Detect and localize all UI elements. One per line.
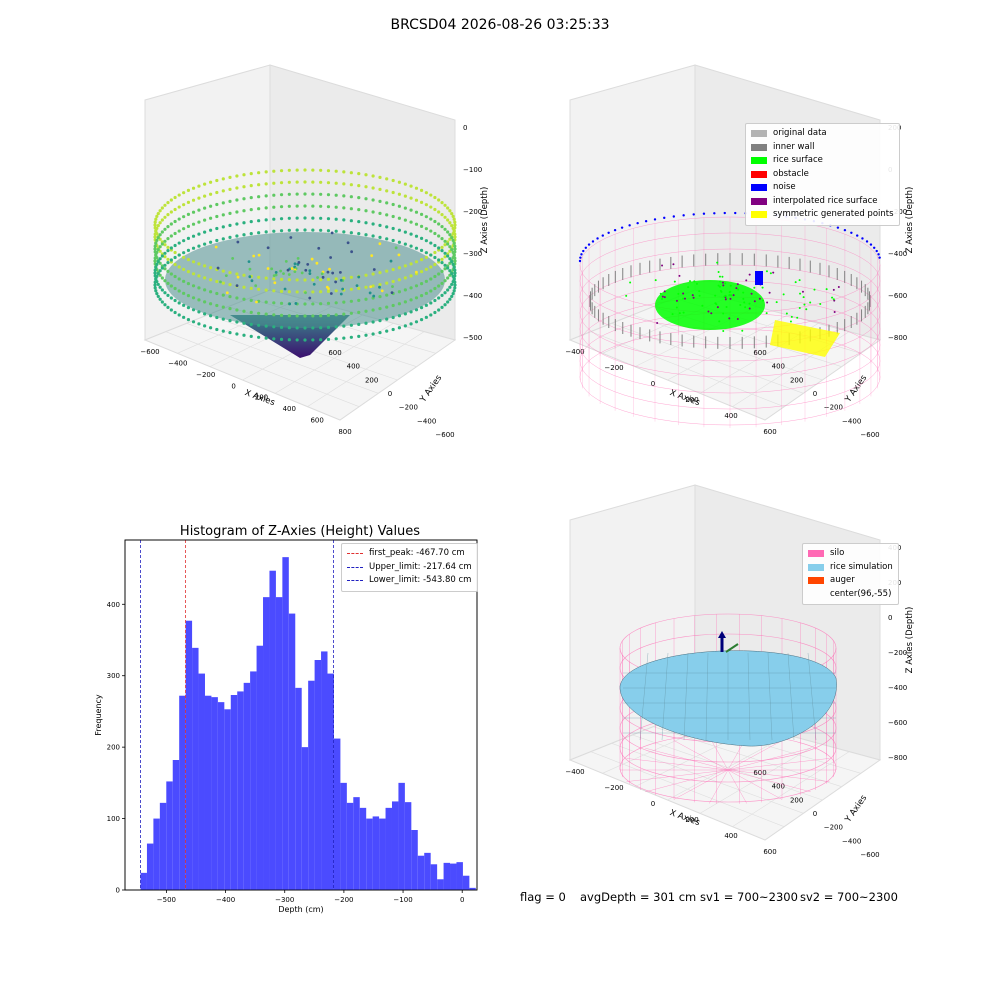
footer-sv2: sv2 = 700~2300: [800, 890, 898, 904]
histogram-bar: [308, 681, 314, 890]
histogram-bar: [340, 783, 346, 890]
histogram-y-label: Frequency: [94, 694, 103, 736]
histogram-legend-label: Upper_limit: -217.64 cm: [369, 561, 472, 575]
histogram-bar: [450, 864, 456, 890]
histogram-bar: [379, 819, 385, 890]
histogram-x-tick-label: −400: [216, 896, 235, 904]
histogram-bar: [173, 760, 179, 890]
histogram-bar: [179, 696, 185, 890]
histogram-legend-item: Lower_limit: -543.80 cm: [347, 574, 472, 588]
histogram-bar: [237, 691, 243, 890]
histogram-legend-line: [347, 553, 363, 554]
histogram-y-tick-label: 300: [107, 672, 120, 680]
histogram-bar: [166, 781, 172, 890]
panel4-legend: silo rice simulation auger center(96,-55): [802, 543, 899, 605]
histogram-y-tick-label: 200: [107, 744, 120, 752]
histogram-y-tick-label: 100: [107, 815, 120, 823]
footer-sv1: sv1 = 700~2300: [700, 890, 798, 904]
histogram-bar: [456, 862, 462, 890]
histogram-bar: [437, 879, 443, 890]
histogram-y-tick-label: 0: [116, 887, 120, 895]
histogram-bar: [257, 646, 263, 890]
histogram-bar: [373, 816, 379, 890]
histogram-bar: [153, 819, 159, 890]
histogram-bar: [289, 614, 295, 890]
histogram-legend-line: [347, 580, 363, 581]
simulation-legend-label: auger: [830, 574, 855, 588]
histogram-bar: [444, 863, 450, 890]
histogram-x-tick-label: 0: [460, 896, 464, 904]
histogram-legend-item: Upper_limit: -217.64 cm: [347, 561, 472, 575]
histogram-bar: [160, 803, 166, 890]
histogram-bar: [386, 808, 392, 890]
simulation-legend-item: silo: [808, 547, 893, 561]
histogram-bar: [334, 739, 340, 890]
histogram-bar: [282, 557, 288, 890]
histogram-bar: [205, 696, 211, 890]
histogram-bar: [431, 864, 437, 890]
histogram-legend-label: first_peak: -467.70 cm: [369, 547, 465, 561]
histogram-bar: [302, 747, 308, 890]
histogram-legend-line: [347, 567, 363, 568]
histogram-bar: [231, 695, 237, 890]
histogram-bar: [250, 671, 256, 890]
histogram-bar: [295, 688, 301, 890]
simulation-legend-label: rice simulation: [830, 561, 893, 575]
histogram-bar: [347, 803, 353, 890]
simulation-legend-swatch: [808, 577, 824, 584]
histogram-bar: [418, 856, 424, 890]
histogram-bar: [199, 674, 205, 890]
simulation-legend-swatch: [808, 591, 824, 598]
histogram-bar: [328, 674, 334, 890]
footer-avg-depth: avgDepth = 301 cm: [580, 890, 696, 904]
histogram-bar: [218, 702, 224, 890]
histogram-x-tick-label: −300: [275, 896, 294, 904]
histogram-bar: [398, 783, 404, 890]
histogram-bar: [276, 597, 282, 890]
histogram-legend-item: first_peak: -467.70 cm: [347, 547, 472, 561]
histogram-bar: [424, 853, 430, 890]
simulation-legend-swatch: [808, 564, 824, 571]
histogram-bar: [405, 802, 411, 890]
footer-flag: flag = 0: [520, 890, 566, 904]
histogram-bar: [244, 683, 250, 890]
histogram-bar: [192, 648, 198, 890]
histogram-bar: [211, 697, 217, 890]
histogram-x-tick-label: −200: [334, 896, 353, 904]
histogram-bar: [392, 801, 398, 890]
histogram-x-tick-label: −500: [157, 896, 176, 904]
simulation-legend-item: auger: [808, 574, 893, 588]
histogram-bar: [463, 876, 469, 890]
histogram-bar: [360, 808, 366, 890]
simulation-legend-label: center(96,-55): [830, 588, 891, 602]
histogram-bar: [140, 873, 146, 890]
histogram-x-tick-label: −100: [393, 896, 412, 904]
histogram-bar: [263, 597, 269, 890]
panel4-title: 3D simulation of Silo Interior: [574, 524, 874, 539]
histogram-y-tick-label: 400: [107, 601, 120, 609]
histogram-legend-label: Lower_limit: -543.80 cm: [369, 574, 471, 588]
histogram-bar: [366, 819, 372, 890]
histogram-bar: [411, 830, 417, 890]
histogram-bar: [186, 621, 192, 890]
histogram-bar: [269, 571, 275, 890]
simulation-legend-swatch: [808, 550, 824, 557]
histogram-bar: [353, 797, 359, 890]
simulation-legend-item: center(96,-55): [808, 588, 893, 602]
histogram-x-label: Depth (cm): [278, 905, 323, 914]
histogram-bar: [224, 709, 230, 890]
histogram-bar: [315, 660, 321, 890]
histogram-legend: first_peak: -467.70 cm Upper_limit: -217.…: [341, 543, 478, 592]
simulation-legend-label: silo: [830, 547, 844, 561]
simulation-legend-item: rice simulation: [808, 561, 893, 575]
histogram-bar: [147, 844, 153, 890]
histogram-bar: [321, 651, 327, 890]
